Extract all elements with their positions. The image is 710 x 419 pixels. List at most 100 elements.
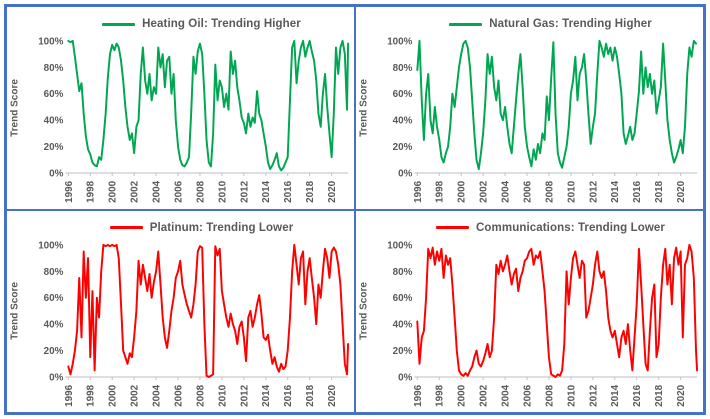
trend-series-line: [416, 243, 699, 378]
x-tick-label: 2018: [654, 180, 665, 202]
x-tick-label: 2018: [654, 384, 665, 406]
x-tick-label: 2016: [283, 180, 294, 202]
y-tick-label: 40%: [393, 116, 413, 127]
x-tick-label: 2012: [239, 180, 250, 202]
y-tick-label: 40%: [44, 116, 64, 127]
legend-line-swatch: [449, 22, 483, 26]
x-tick-label: 2010: [566, 180, 577, 202]
x-tick-label: 2004: [152, 180, 163, 202]
y-tick-label: 0%: [49, 372, 63, 383]
trend-line-chart-communications: 0% 20% 40% 60% 80% 100% 1996 1998 2000 2002 2004 20…: [387, 240, 699, 406]
x-tick-label: 2006: [173, 384, 184, 406]
x-tick-label: 2006: [522, 384, 533, 406]
x-tick-label: 2008: [544, 384, 555, 406]
x-tick-label: 2004: [152, 384, 163, 406]
x-tick-label: 2002: [479, 384, 490, 406]
x-tick-label: 1996: [413, 180, 424, 202]
plot-area-row: Trend Score 0% 20% 40% 60% 80% 100% 1996 1998 20…: [356, 35, 703, 209]
chart-panel-natural-gas: Natural Gas: Trending Higher Trend Score…: [355, 6, 704, 210]
x-tick-label: 2020: [676, 180, 687, 202]
y-tick-label: 100%: [387, 36, 412, 47]
x-tick-label: 2016: [283, 384, 294, 406]
y-tick-label: 80%: [393, 63, 413, 74]
chart-title: Heating Oil: Trending Higher: [142, 18, 301, 30]
y-tick-label: 100%: [387, 240, 412, 251]
y-axis-title: Trend Score: [9, 78, 21, 137]
x-tick-label: 2008: [195, 384, 206, 406]
y-axis-title-container: Trend Score: [7, 35, 23, 209]
legend-natural-gas: Natural Gas: Trending Higher: [356, 13, 703, 35]
trend-line-chart-natural-gas: 0% 20% 40% 60% 80% 100% 1996 1998 2000 2002 2004 20…: [387, 36, 698, 203]
y-tick-label: 40%: [44, 319, 64, 330]
x-tick-label: 2008: [195, 180, 206, 202]
x-tick-label: 2012: [588, 384, 599, 406]
x-tick-label: 1998: [435, 180, 446, 202]
y-tick-label: 20%: [44, 346, 64, 357]
trend-series-line: [67, 39, 350, 172]
y-axis-title: Trend Score: [358, 78, 370, 137]
y-axis-title: Trend Score: [358, 282, 370, 341]
x-tick-label: 2020: [327, 384, 338, 406]
y-tick-label: 40%: [393, 319, 413, 330]
x-tick-label: 2012: [588, 180, 599, 202]
y-tick-label: 100%: [38, 240, 63, 251]
x-tick-label: 1998: [86, 384, 97, 406]
x-tick-label: 2010: [217, 180, 228, 202]
x-tick-label: 2000: [108, 180, 119, 202]
x-tick-label: 2004: [501, 384, 512, 406]
y-axis-title: Trend Score: [9, 282, 21, 341]
y-tick-label: 60%: [393, 89, 413, 100]
trend-line-chart-platinum: 0% 20% 40% 60% 80% 100% 1996 1998 2000 2002 2004 20…: [38, 240, 350, 406]
chart-title: Platinum: Trending Lower: [149, 221, 294, 234]
legend-line-swatch: [436, 226, 470, 229]
y-tick-label: 0%: [49, 168, 63, 179]
trend-line-chart-heating-oil: 0% 20% 40% 60% 80% 100% 1996 1998 2000 2002 2004 20…: [38, 36, 350, 203]
y-tick-label: 100%: [38, 36, 63, 47]
plot-area-row: Trend Score 0% 20% 40% 60% 80% 100% 1996 1998 20…: [7, 239, 354, 413]
x-tick-label: 2000: [457, 180, 468, 202]
x-tick-label: 2002: [479, 180, 490, 202]
x-tick-label: 2004: [501, 180, 512, 202]
x-tick-label: 2006: [173, 180, 184, 202]
x-tick-label: 2018: [305, 180, 316, 202]
x-tick-label: 2016: [632, 180, 643, 202]
x-tick-label: 2000: [457, 384, 468, 406]
x-tick-label: 2006: [522, 180, 533, 202]
y-tick-label: 20%: [393, 142, 413, 153]
chart-panel-platinum: Platinum: Trending Lower Trend Score 0% 2…: [6, 209, 355, 413]
x-tick-label: 2000: [108, 384, 119, 406]
x-tick-label: 2014: [261, 384, 272, 406]
y-tick-label: 80%: [393, 266, 413, 277]
legend-line-swatch: [102, 22, 136, 26]
x-tick-label: 2012: [239, 384, 250, 406]
x-tick-label: 2020: [676, 384, 687, 406]
x-tick-label: 2010: [566, 384, 577, 406]
x-tick-label: 1998: [435, 384, 446, 406]
x-tick-label: 2014: [610, 180, 621, 202]
x-tick-label: 1996: [413, 384, 424, 406]
legend-line-swatch: [109, 226, 143, 229]
y-axis-title-container: Trend Score: [356, 35, 372, 209]
legend-heating-oil: Heating Oil: Trending Higher: [7, 13, 354, 35]
chart-panel-heating-oil: Heating Oil: Trending Higher Trend Score…: [6, 6, 355, 210]
x-tick-label: 2008: [544, 180, 555, 202]
x-tick-label: 2020: [327, 180, 338, 202]
y-tick-label: 60%: [44, 89, 64, 100]
y-tick-label: 20%: [393, 346, 413, 357]
x-tick-label: 2018: [305, 384, 316, 406]
y-tick-label: 80%: [44, 266, 64, 277]
x-tick-label: 2014: [261, 180, 272, 202]
x-tick-label: 1996: [64, 384, 75, 406]
chart-title: Natural Gas: Trending Higher: [489, 18, 652, 30]
legend-communications: Communications: Trending Lower: [356, 217, 703, 239]
x-tick-label: 2014: [610, 384, 621, 406]
y-tick-label: 20%: [44, 142, 64, 153]
y-tick-label: 0%: [398, 372, 412, 383]
x-tick-label: 1996: [64, 180, 75, 202]
plot-area-row: Trend Score 0% 20% 40% 60% 80% 100% 1996 1998 20…: [7, 35, 354, 209]
trend-series-line: [416, 39, 697, 171]
chart-grid: Heating Oil: Trending Higher Trend Score…: [4, 4, 706, 415]
x-tick-label: 1998: [86, 180, 97, 202]
y-tick-label: 60%: [44, 293, 64, 304]
